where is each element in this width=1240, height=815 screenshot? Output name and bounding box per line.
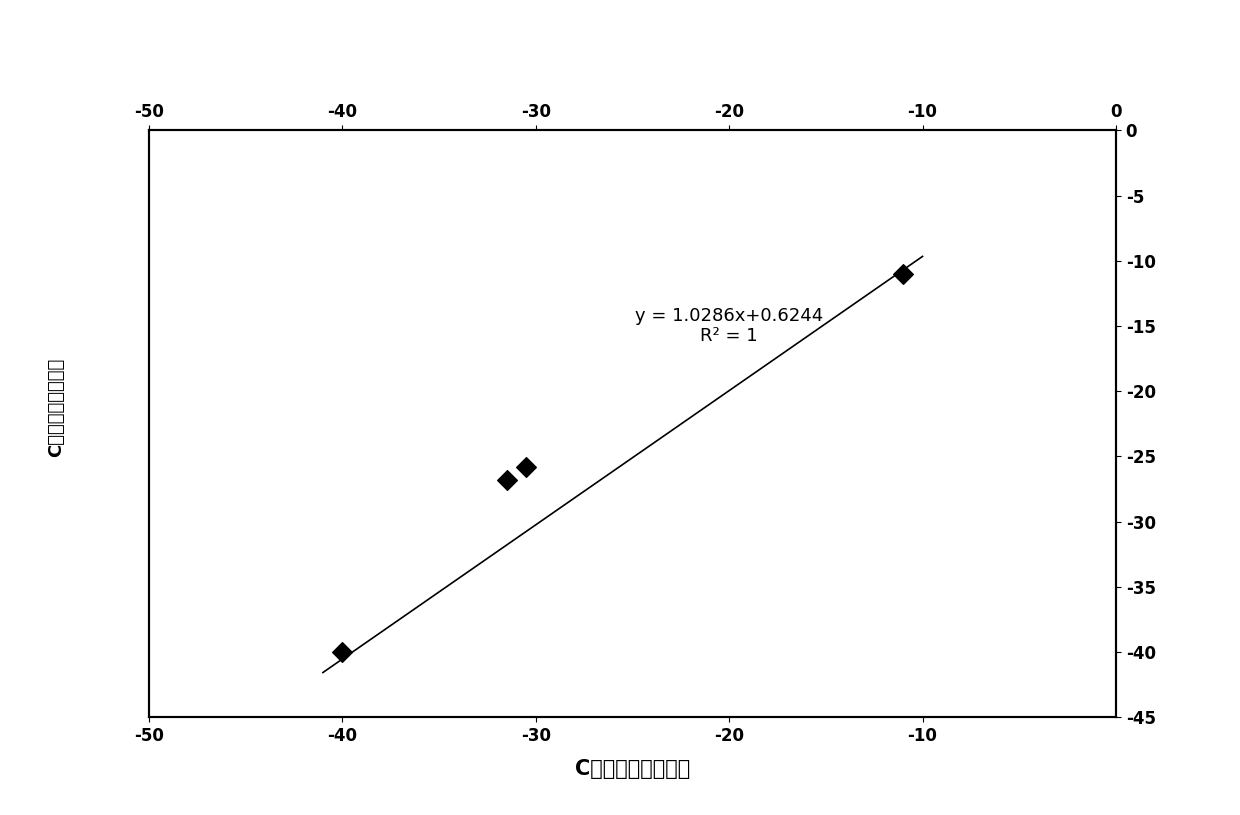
Point [893, 267, 913, 280]
Point [497, 474, 517, 487]
X-axis label: C稳定同位素检测値: C稳定同位素检测値 [575, 759, 689, 779]
Text: y = 1.0286x+0.6244
R² = 1: y = 1.0286x+0.6244 R² = 1 [635, 306, 823, 346]
Text: C稳定同位素真实値: C稳定同位素真实値 [47, 358, 64, 457]
Point [516, 460, 536, 474]
Point [332, 645, 352, 659]
